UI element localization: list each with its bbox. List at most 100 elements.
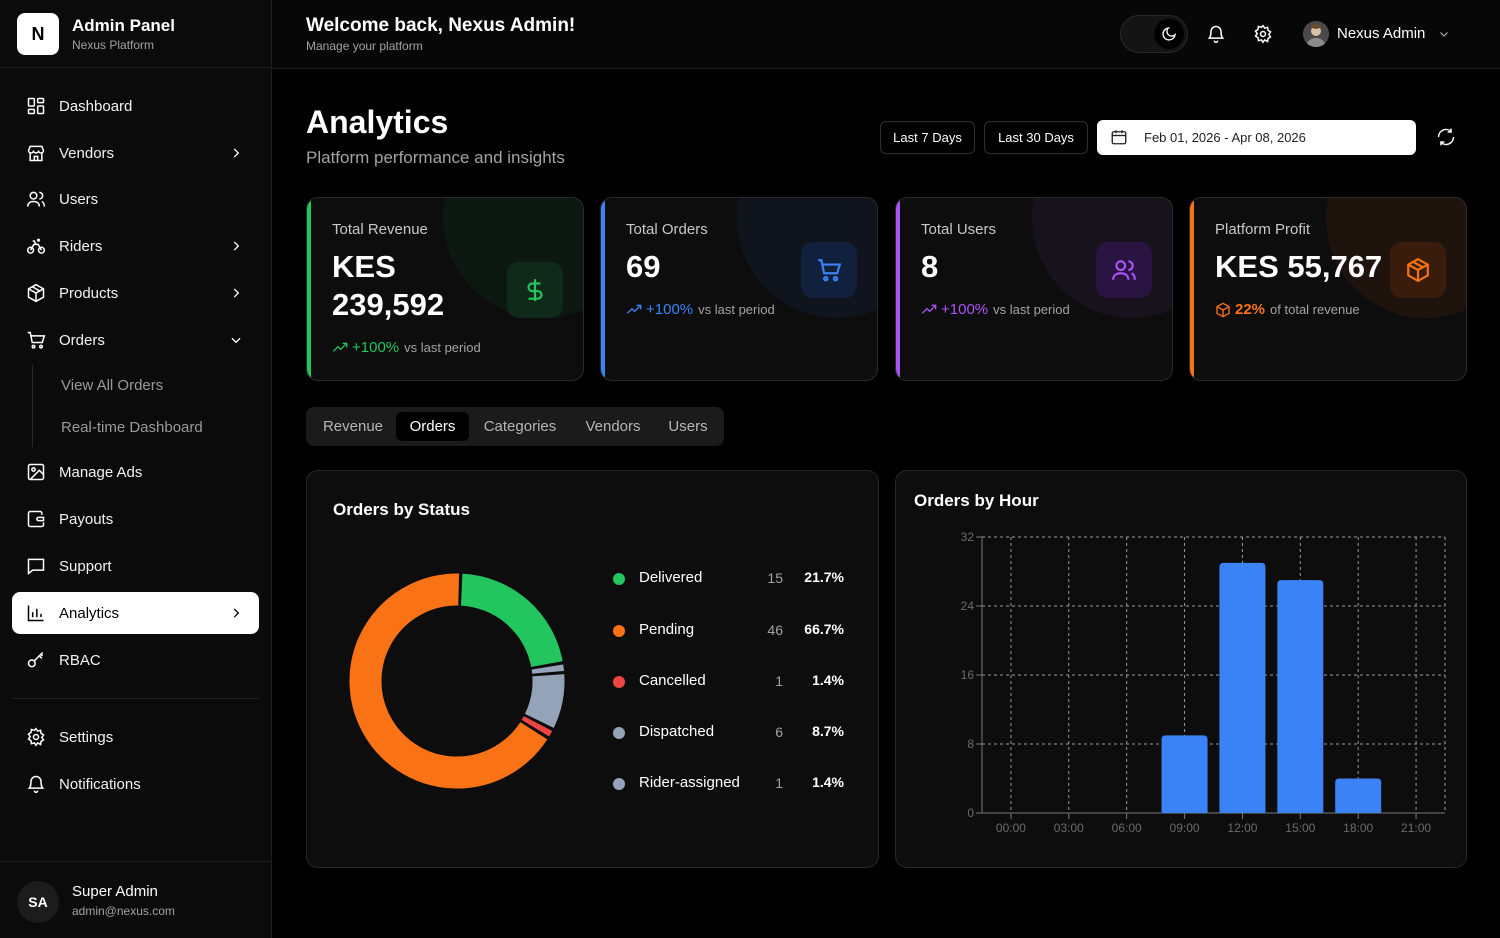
stat-card-orders: Total Orders 69 +100% vs last period — [600, 197, 878, 381]
donut-slice-cancelled[interactable] — [520, 714, 554, 738]
legend-dot — [613, 676, 625, 688]
top-header: Welcome back, Nexus Admin! Manage your p… — [272, 0, 1500, 69]
legend-count: 46 — [767, 622, 783, 638]
last-7-days-button[interactable]: Last 7 Days — [880, 121, 975, 154]
bar-1800[interactable] — [1335, 778, 1382, 814]
donut-slice-dispatched[interactable] — [523, 673, 566, 730]
theme-toggle[interactable] — [1120, 15, 1188, 53]
x-tick-label: 09:00 — [1170, 821, 1200, 835]
sidebar-item-manage-ads[interactable]: Manage Ads — [12, 451, 259, 493]
chevron-down-icon[interactable] — [1438, 28, 1450, 40]
brand-title: Admin Panel — [72, 16, 175, 35]
stat-value: KES 239,592 — [332, 248, 444, 324]
sidebar-item-users[interactable]: Users — [12, 178, 259, 220]
sidebar-item-support[interactable]: Support — [12, 545, 259, 587]
sidebar-subitem-realtime-dashboard[interactable]: Real-time Dashboard — [61, 419, 203, 436]
donut-slice-delivered[interactable] — [459, 572, 564, 669]
stat-trend: +100% vs last period — [332, 339, 481, 356]
legend-row-dispatched: Dispatched 6 8.7% — [613, 722, 845, 744]
legend-label: Rider-assigned — [639, 774, 740, 791]
sidebar-item-notifications[interactable]: Notifications — [12, 763, 259, 805]
sidebar-item-label: Orders — [59, 331, 105, 349]
user-avatar-icon — [1303, 21, 1329, 47]
user-name: Super Admin — [72, 883, 158, 900]
trend-percent: 22% — [1235, 301, 1266, 318]
x-tick-label: 21:00 — [1401, 821, 1431, 835]
tab-orders[interactable]: Orders — [396, 412, 469, 441]
bell-icon — [27, 775, 45, 794]
sidebar-item-rbac[interactable]: RBAC — [12, 639, 259, 681]
trend-up-icon — [626, 304, 642, 314]
tab-categories[interactable]: Categories — [483, 418, 557, 435]
sidebar-item-settings[interactable]: Settings — [12, 716, 259, 758]
y-tick-label: 16 — [961, 668, 975, 682]
wallet-icon — [27, 510, 45, 528]
legend-dot — [613, 625, 625, 637]
box-icon — [1390, 242, 1446, 298]
chevron-down-icon — [231, 337, 241, 344]
sidebar-item-label: Riders — [59, 237, 103, 255]
stat-title: Total Revenue — [332, 221, 428, 238]
tab-users[interactable]: Users — [668, 418, 708, 435]
sidebar-item-label: RBAC — [59, 651, 101, 669]
sidebar-item-label: Dashboard — [59, 97, 133, 115]
brand-logo: N — [17, 13, 59, 55]
orders-by-status-panel: Orders by Status — [306, 470, 879, 868]
trend-up-icon — [921, 304, 937, 314]
sidebar-item-label: Vendors — [59, 144, 115, 162]
tab-vendors[interactable]: Vendors — [585, 418, 641, 435]
donut-slice-rider-assigned[interactable] — [530, 663, 566, 675]
dollar-icon — [507, 262, 563, 318]
bell-icon[interactable] — [1206, 24, 1226, 44]
tab-revenue[interactable]: Revenue — [322, 418, 384, 435]
chevron-right-icon — [233, 148, 240, 158]
bar-1200[interactable] — [1219, 562, 1266, 813]
sidebar-item-vendors[interactable]: Vendors — [12, 132, 259, 174]
sidebar-item-riders[interactable]: Riders — [12, 225, 259, 267]
date-range-picker[interactable]: Feb 01, 2026 - Apr 08, 2026 — [1097, 120, 1416, 155]
stat-title: Total Orders — [626, 221, 708, 238]
last-30-days-button[interactable]: Last 30 Days — [984, 121, 1088, 154]
sidebar-item-dashboard[interactable]: Dashboard — [12, 85, 259, 127]
stat-value-line2: 239,592 — [332, 287, 445, 322]
sidebar-item-analytics[interactable]: Analytics — [12, 592, 259, 634]
donut-slice-pending[interactable] — [348, 572, 549, 790]
sidebar-item-products[interactable]: Products — [12, 272, 259, 314]
card-accent — [601, 198, 605, 380]
stat-card-users: Total Users 8 +100% vs last period — [895, 197, 1173, 381]
stat-card-profit: Platform Profit KES 55,767 22% of total … — [1189, 197, 1467, 381]
dashboard-icon — [27, 97, 45, 115]
legend-dot — [613, 727, 625, 739]
chevron-right-icon — [233, 288, 240, 298]
trend-text: vs last period — [698, 302, 775, 317]
avatar[interactable] — [1303, 21, 1329, 47]
sidebar-item-label: Support — [59, 557, 112, 575]
calendar-icon — [1111, 130, 1127, 145]
sidebar-user[interactable]: SA Super Admin admin@nexus.com — [0, 861, 271, 938]
refresh-icon[interactable] — [1436, 127, 1456, 147]
welcome-subtitle: Manage your platform — [306, 39, 423, 53]
bar-0900[interactable] — [1161, 735, 1208, 813]
legend-count: 1 — [775, 673, 783, 689]
sidebar-item-orders[interactable]: Orders — [12, 319, 259, 361]
stat-trend: 22% of total revenue — [1215, 301, 1360, 318]
welcome-title: Welcome back, Nexus Admin! — [306, 15, 576, 36]
sidebar-item-payouts[interactable]: Payouts — [12, 498, 259, 540]
cart-icon — [27, 331, 46, 349]
header-user-name[interactable]: Nexus Admin — [1337, 25, 1426, 42]
sidebar-subitem-view-all-orders[interactable]: View All Orders — [61, 377, 164, 394]
card-accent — [1190, 198, 1194, 380]
bar-1500[interactable] — [1277, 580, 1324, 813]
x-tick-label: 06:00 — [1112, 821, 1142, 835]
stat-value: 8 — [921, 249, 939, 284]
gear-icon[interactable] — [1253, 24, 1273, 44]
y-tick-label: 8 — [967, 737, 974, 751]
card-accent — [307, 198, 311, 380]
legend-row-delivered: Delivered 15 21.7% — [613, 568, 845, 590]
legend-count: 6 — [775, 724, 783, 740]
stat-trend: +100% vs last period — [921, 301, 1070, 318]
y-tick-label: 24 — [961, 599, 975, 613]
panel-title: Orders by Hour — [914, 491, 1039, 510]
submenu-line — [32, 365, 33, 447]
sidebar-item-label: Manage Ads — [59, 463, 143, 481]
